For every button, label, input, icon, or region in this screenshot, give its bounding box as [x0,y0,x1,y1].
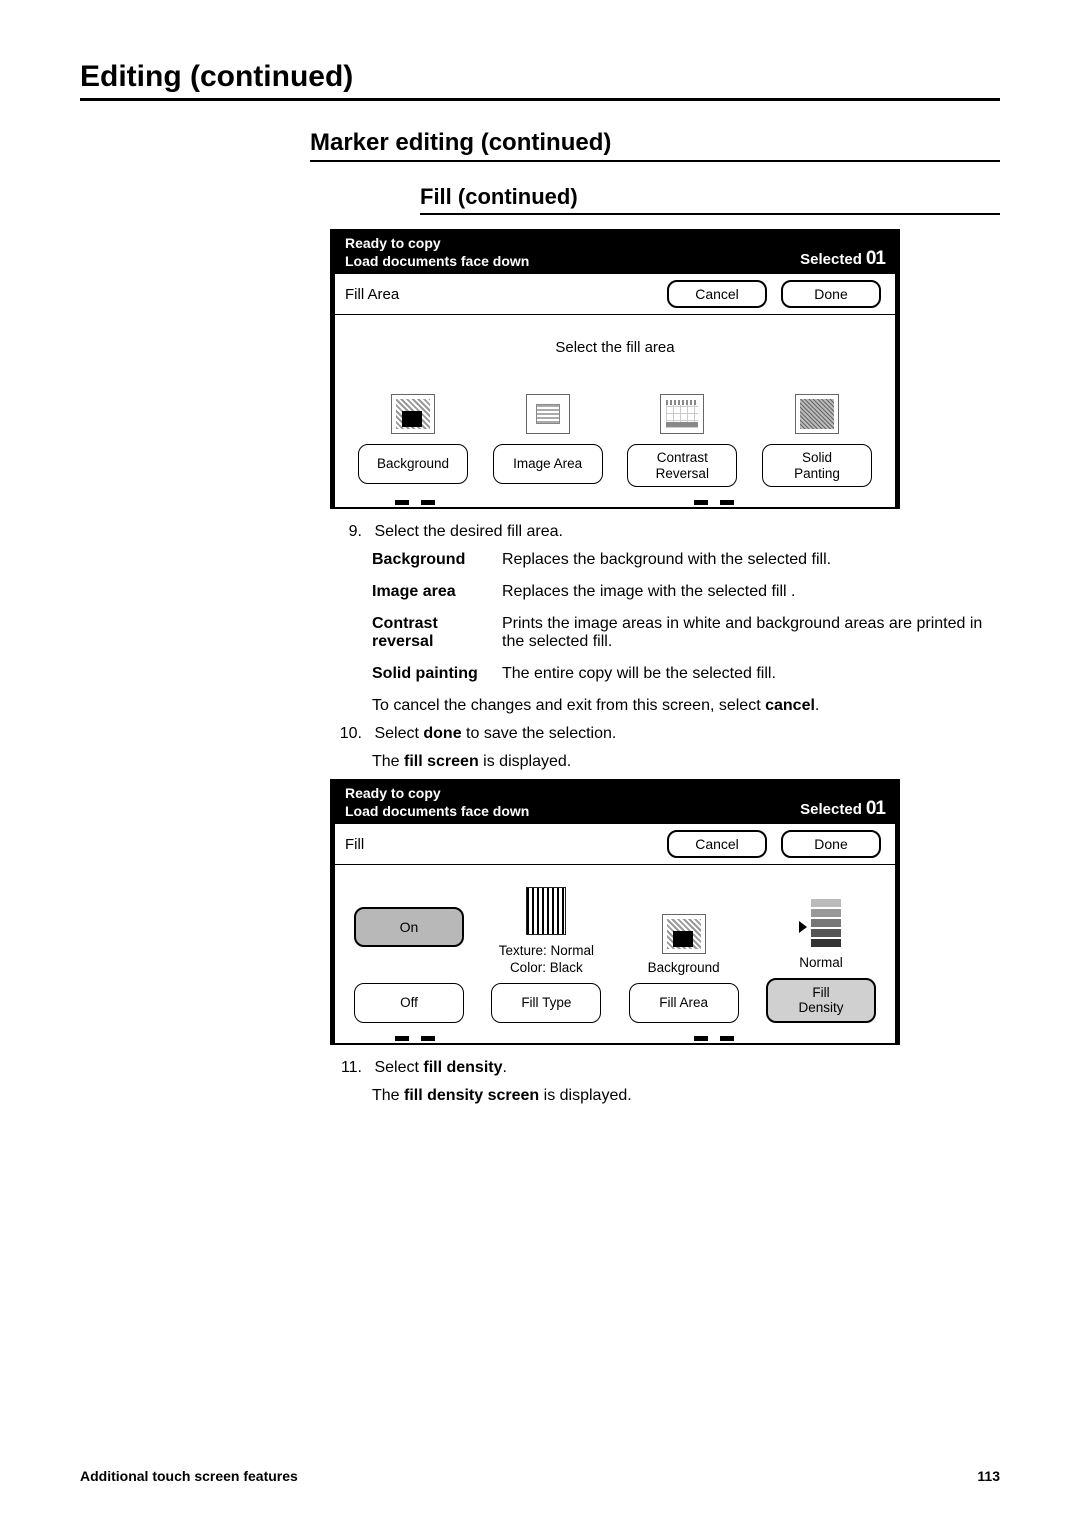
opt-line: Reversal [656,466,709,481]
cancel-button[interactable]: Cancel [667,830,767,858]
fill-type-button[interactable]: Fill Type [491,983,601,1023]
selected-label: Selected [800,251,862,268]
panel-title: Fill [345,836,364,853]
fill-panel: Ready to copy Load documents face down S… [330,779,900,1045]
footer-title: Additional touch screen features [80,1468,298,1484]
step-note: The fill density screen is displayed. [372,1087,1000,1105]
solid-painting-option-button[interactable]: Solid Panting [762,444,872,487]
background-label: Background [648,960,720,977]
off-button[interactable]: Off [354,983,464,1023]
density-icon [799,899,843,949]
step-9: 9. Select the desired fill area. Backgro… [330,523,1000,715]
cancel-note: To cancel the changes and exit from this… [372,697,1000,715]
image-area-icon [526,394,570,434]
normal-label: Normal [799,955,843,972]
page-number: 113 [977,1468,1000,1484]
step-10: 10. Select done to save the selection. T… [330,725,1000,771]
step-note: The fill screen is displayed. [372,753,1000,771]
on-button[interactable]: On [354,907,464,947]
texture-label: Texture: NormalColor: Black [499,943,594,977]
opt-line: Solid [802,450,832,465]
opt-line: Contrast [657,450,708,465]
contrast-reversal-option-button[interactable]: Contrast Reversal [627,444,737,487]
step-number: 9. [330,523,362,541]
tab-markers [349,1037,881,1043]
background-icon [391,394,435,434]
section-heading: Marker editing (continued) [310,129,1000,162]
status-ready: Ready to copy [345,235,529,253]
step-number: 11. [330,1059,362,1077]
def-term: Solid painting [372,665,502,683]
fill-area-panel: Ready to copy Load documents face down S… [330,229,900,509]
solid-painting-icon [795,394,839,434]
step-text: Select fill density. [374,1059,507,1076]
selected-code: 01 [866,248,885,270]
selected-label: Selected [800,801,862,818]
cancel-button[interactable]: Cancel [667,280,767,308]
step-number: 10. [330,725,362,743]
contrast-reversal-icon [660,394,704,434]
def-desc: Replaces the image with the selected fil… [502,583,1000,601]
status-ready: Ready to copy [345,785,529,803]
def-term: Image area [372,583,502,601]
opt-line: Panting [794,466,840,481]
panel-titlebar: Fill Area Cancel Done [335,274,895,315]
image-area-option-button[interactable]: Image Area [493,444,603,484]
panel-title: Fill Area [345,286,399,303]
status-load: Load documents face down [345,253,529,271]
background-option-button[interactable]: Background [358,444,468,484]
def-term: Background [372,551,502,569]
fill-density-button[interactable]: FillDensity [766,978,876,1023]
step-text: Select the desired fill area. [374,523,563,540]
done-button[interactable]: Done [781,280,881,308]
panel-prompt: Select the fill area [349,339,881,356]
done-button[interactable]: Done [781,830,881,858]
step-11: 11. Select fill density. The fill densit… [330,1059,1000,1105]
texture-icon [526,887,566,935]
def-term: Contrast reversal [372,615,502,651]
status-load: Load documents face down [345,803,529,821]
background-icon [662,914,706,954]
page-heading: Editing (continued) [80,60,1000,101]
panel-status-bar: Ready to copy Load documents face down S… [335,781,895,824]
selected-code: 01 [866,798,885,820]
panel-status-bar: Ready to copy Load documents face down S… [335,231,895,274]
def-desc: Replaces the background with the selecte… [502,551,1000,569]
fill-area-button[interactable]: Fill Area [629,983,739,1023]
def-desc: The entire copy will be the selected fil… [502,665,1000,683]
subsection-heading: Fill (continued) [420,184,1000,215]
step-text: Select done to save the selection. [374,725,616,742]
page-footer: Additional touch screen features 113 [80,1468,1000,1484]
panel-titlebar: Fill Cancel Done [335,824,895,865]
tab-markers [349,501,881,507]
def-desc: Prints the image areas in white and back… [502,615,1000,651]
